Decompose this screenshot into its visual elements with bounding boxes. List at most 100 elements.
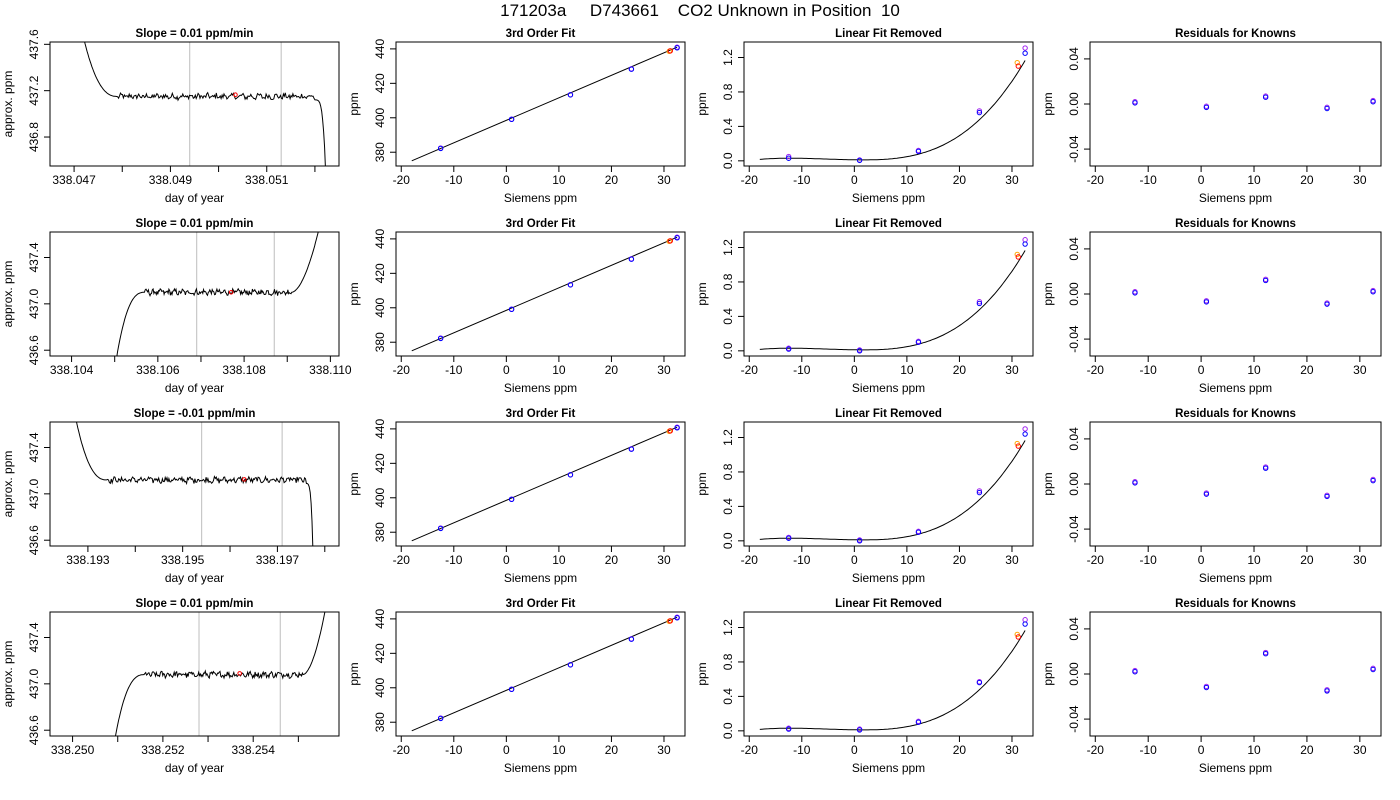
panel-title: Linear Fit Removed	[835, 598, 942, 610]
x-axis-label: Siemens ppm	[852, 191, 925, 205]
x-tick-label: -10	[1140, 363, 1158, 377]
blue-point	[1370, 477, 1376, 484]
blue-point	[508, 116, 515, 123]
x-tick-label: 338.254	[232, 743, 276, 757]
y-tick-label: 436.8	[27, 122, 41, 152]
y-axis-label: ppm	[1041, 92, 1055, 115]
orange-point	[1014, 631, 1020, 638]
y-tick-label: 400	[373, 487, 387, 507]
panel-title: Residuals for Knowns	[1175, 28, 1296, 40]
red-point	[1015, 63, 1021, 69]
fit-line	[411, 236, 678, 352]
panel-2-2: Linear Fit Removed Siemens ppm ppm -20 -10 0 1…	[695, 408, 1034, 585]
y-tick-label: 400	[373, 107, 387, 127]
y-tick-label: 436.6	[27, 335, 41, 365]
panel-title: Slope = -0.01 ppm/min	[134, 408, 256, 420]
x-tick-label: -20	[393, 743, 411, 757]
y-tick-label: 0.00	[1067, 662, 1081, 686]
y-tick-label: 420	[373, 263, 387, 283]
red-point	[667, 238, 673, 244]
blue-point	[628, 256, 635, 262]
blue-point	[976, 109, 983, 116]
y-tick-label: 420	[373, 453, 387, 473]
x-tick-label: 30	[1353, 173, 1367, 187]
panel-frame	[49, 41, 340, 167]
x-tick-label: 30	[657, 743, 671, 757]
x-tick-label: 20	[605, 173, 619, 187]
x-axis-label: Siemens ppm	[504, 381, 577, 395]
x-tick-label: 20	[1300, 363, 1314, 377]
y-tick-label: 437.4	[27, 432, 41, 462]
x-tick-label: 10	[900, 743, 914, 757]
purple-point	[1022, 426, 1028, 432]
plot-area	[759, 45, 1028, 164]
plot-area	[116, 232, 319, 356]
panel-title: Slope = 0.01 ppm/min	[136, 28, 254, 40]
trace-line	[115, 612, 326, 736]
y-tick-label: 0.04	[1067, 237, 1081, 261]
x-tick-label: 20	[605, 553, 619, 567]
y-axis-label: approx. ppm	[1, 641, 15, 708]
y-tick-label: 436.6	[27, 715, 41, 745]
y-tick-label: 0.8	[721, 83, 735, 100]
blue-point	[674, 235, 680, 241]
blue-point	[976, 300, 983, 307]
x-tick-label: 30	[1353, 363, 1367, 377]
y-axis-label: ppm	[695, 282, 709, 305]
y-axis-label: approx. ppm	[1, 261, 15, 328]
y-tick-label: 437.6	[27, 29, 41, 59]
x-tick-label: -10	[793, 743, 811, 757]
y-tick-label: 0.4	[721, 308, 735, 325]
x-axis-label: Siemens ppm	[1199, 571, 1272, 585]
blue-point	[1262, 94, 1269, 100]
x-tick-label: 30	[657, 363, 671, 377]
y-axis-label: ppm	[347, 282, 361, 305]
plot-area	[76, 422, 314, 546]
blue-point	[1324, 493, 1330, 500]
blue-point	[856, 348, 863, 354]
blue-point	[1262, 465, 1269, 471]
x-tick-label: 20	[1300, 743, 1314, 757]
panel-frame	[1089, 231, 1382, 357]
sample-marker	[228, 289, 234, 295]
panel-title: Slope = 0.01 ppm/min	[136, 218, 254, 230]
blue-point	[1132, 100, 1138, 106]
blue-point	[1324, 105, 1330, 112]
x-tick-label: 10	[1247, 743, 1261, 757]
blue-point	[628, 636, 635, 642]
y-axis-label: approx. ppm	[1, 71, 15, 138]
plot-area	[1132, 276, 1376, 307]
y-tick-label: 420	[373, 73, 387, 93]
y-tick-label: -0.04	[1067, 135, 1081, 163]
y-axis-label: ppm	[695, 472, 709, 495]
x-tick-label: 338.250	[51, 743, 95, 757]
blue-point	[508, 686, 515, 693]
x-tick-label: -10	[1140, 743, 1158, 757]
x-tick-label: 10	[900, 363, 914, 377]
x-tick-label: 10	[552, 363, 566, 377]
x-tick-label: 30	[1005, 363, 1019, 377]
blue-point	[567, 282, 574, 288]
panel-title: Residuals for Knowns	[1175, 408, 1296, 420]
y-axis-label: approx. ppm	[1, 451, 15, 518]
x-tick-label: 30	[657, 553, 671, 567]
panel-2-0: Slope = -0.01 ppm/min day of year approx. …	[1, 408, 340, 585]
y-tick-label: -0.04	[1067, 705, 1081, 733]
y-axis-label: ppm	[347, 662, 361, 685]
y-axis-label: ppm	[1041, 472, 1055, 495]
red-point	[667, 428, 673, 434]
purple-point	[1022, 237, 1028, 243]
fit-curve	[759, 440, 1026, 541]
plot-area	[411, 234, 680, 352]
x-tick-label: 10	[552, 173, 566, 187]
blue-point	[785, 346, 792, 352]
panel-title: 3rd Order Fit	[506, 598, 576, 610]
x-tick-label: -10	[793, 173, 811, 187]
blue-point	[1324, 688, 1330, 694]
blue-point	[674, 425, 680, 431]
blue-point	[1370, 666, 1376, 673]
x-tick-label: 338.193	[66, 553, 110, 567]
panel-title: Residuals for Knowns	[1175, 218, 1296, 230]
x-axis-label: Siemens ppm	[504, 571, 577, 585]
